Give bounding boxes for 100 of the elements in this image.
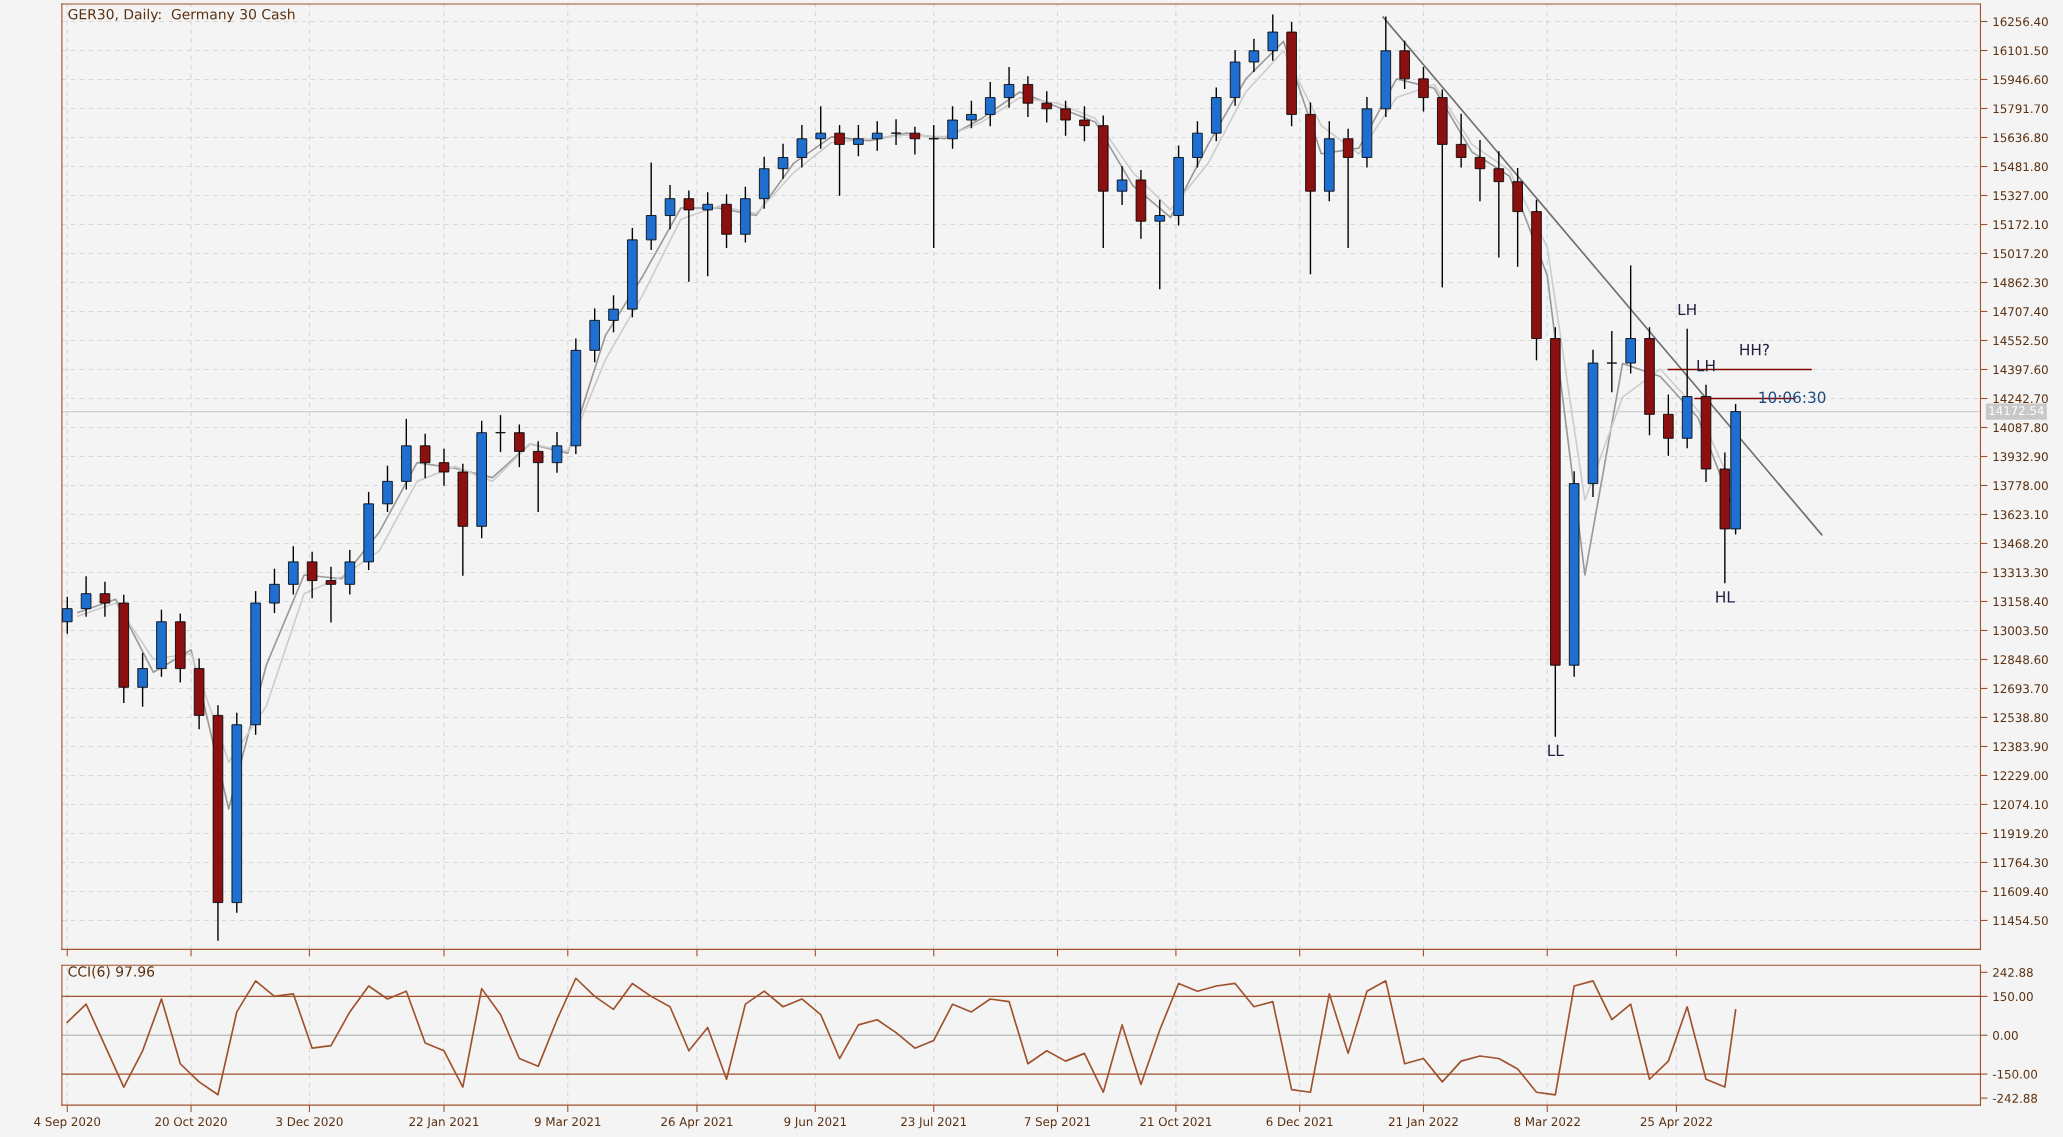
candlestick bbox=[664, 184, 676, 230]
y-tick-label: 150.00 bbox=[1993, 992, 2033, 1002]
y-tick-label: -242.88 bbox=[1992, 1093, 2038, 1103]
x-tick-label: 21 Oct 2021 bbox=[1140, 1117, 1212, 1127]
y-tick-label: 15946.60 bbox=[1993, 75, 2048, 85]
y-tick-label: 11919.20 bbox=[1993, 829, 2048, 839]
candlestick bbox=[1079, 106, 1090, 142]
annotation: LH bbox=[1678, 303, 1696, 316]
candlestick bbox=[1248, 38, 1260, 73]
candlestick bbox=[1154, 199, 1166, 290]
x-tick-label: 25 Apr 2022 bbox=[1640, 1117, 1712, 1129]
x-tick-label: 4 Sep 2020 bbox=[34, 1117, 101, 1129]
y-tick-label: 14707.40 bbox=[1993, 307, 2048, 317]
y-tick-label: 15636.80 bbox=[1993, 133, 2048, 143]
candlestick bbox=[853, 124, 864, 157]
candlestick bbox=[1663, 394, 1674, 456]
candlestick bbox=[306, 551, 318, 599]
candlestick bbox=[871, 121, 883, 151]
candlestick bbox=[608, 295, 619, 333]
annotation: HH? bbox=[1740, 343, 1769, 356]
chart-title: CCI(6) 97.96 bbox=[68, 966, 155, 979]
y-tick-label: 15327.00 bbox=[1993, 191, 2048, 201]
candlestick bbox=[947, 106, 958, 149]
annotation: HL bbox=[1716, 591, 1735, 603]
y-tick-label: 15017.20 bbox=[1993, 249, 2048, 259]
annotation: LL bbox=[1548, 744, 1564, 756]
y-tick-label: 13003.50 bbox=[1993, 626, 2048, 636]
candlestick bbox=[702, 192, 713, 277]
candlestick bbox=[1267, 14, 1279, 61]
y-tick-label: 11764.30 bbox=[1993, 858, 2048, 868]
candlestick bbox=[62, 596, 73, 634]
y-tick-label: -150.00 bbox=[1992, 1069, 2038, 1079]
candlestick bbox=[1455, 113, 1467, 168]
candlestick bbox=[269, 568, 280, 614]
y-tick-label: 242.88 bbox=[1993, 968, 2033, 977]
candlestick bbox=[815, 106, 826, 149]
candlestick bbox=[438, 448, 450, 486]
candlestick bbox=[495, 415, 506, 453]
candlestick bbox=[909, 126, 921, 155]
x-tick-label: 21 Jan 2022 bbox=[1388, 1117, 1458, 1129]
candlestick bbox=[1606, 330, 1618, 393]
y-tick-label: 12074.10 bbox=[1993, 800, 2048, 810]
y-tick-label: 13623.10 bbox=[1993, 510, 2048, 520]
y-tick-label: 14397.60 bbox=[1993, 365, 2048, 375]
y-tick-label: 12693.70 bbox=[1993, 684, 2048, 694]
candlestick bbox=[514, 424, 525, 468]
y-tick-label: 12383.90 bbox=[1993, 742, 2048, 752]
y-tick-label: 14862.30 bbox=[1993, 278, 2048, 288]
annotation: LH bbox=[1697, 360, 1715, 372]
candlestick bbox=[1022, 76, 1034, 118]
chart-title: GER30, Daily: Germany 30 Cash bbox=[68, 8, 295, 23]
candlestick bbox=[344, 549, 356, 595]
x-tick-label: 6 Dec 2021 bbox=[1266, 1117, 1333, 1127]
y-tick-label: 16101.50 bbox=[1993, 46, 2048, 56]
candlestick bbox=[1493, 151, 1505, 258]
y-tick-label: 15791.70 bbox=[1993, 104, 2048, 114]
x-tick-label: 9 Jun 2021 bbox=[784, 1117, 846, 1129]
y-tick-label: 12538.80 bbox=[1993, 713, 2048, 723]
x-tick-label: 20 Oct 2020 bbox=[155, 1117, 227, 1127]
candlestick bbox=[419, 433, 431, 479]
y-tick-label: 11454.50 bbox=[1993, 916, 2048, 926]
y-tick-label: 14242.70 bbox=[1993, 394, 2048, 404]
y-tick-label: 15481.80 bbox=[1993, 162, 2048, 172]
candlestick bbox=[984, 81, 996, 127]
candlestick bbox=[288, 546, 299, 595]
y-tick-label: 15172.10 bbox=[1993, 220, 2048, 230]
x-tick-label: 8 Mar 2022 bbox=[1514, 1117, 1580, 1127]
y-tick-label: 0.00 bbox=[1993, 1030, 2018, 1040]
x-tick-label: 3 Dec 2020 bbox=[276, 1117, 343, 1127]
candlestick bbox=[966, 100, 977, 129]
candlestick bbox=[928, 124, 939, 249]
x-tick-label: 9 Mar 2021 bbox=[534, 1117, 601, 1127]
candlestick bbox=[1342, 128, 1354, 249]
y-tick-label: 16256.40 bbox=[1993, 17, 2048, 27]
candlestick bbox=[80, 576, 92, 617]
y-tick-label: 13468.20 bbox=[1993, 539, 2048, 549]
y-tick-label: 11609.40 bbox=[1993, 887, 2048, 897]
y-tick-label: 13778.00 bbox=[1993, 481, 2048, 491]
x-tick-label: 22 Jan 2021 bbox=[409, 1117, 479, 1129]
x-tick-label: 23 Jul 2021 bbox=[901, 1116, 967, 1129]
candlestick bbox=[1418, 66, 1429, 112]
candlestick bbox=[1003, 66, 1015, 108]
candlestick bbox=[551, 431, 563, 473]
y-tick-label: 13932.90 bbox=[1993, 452, 2048, 462]
y-tick-label: 14087.80 bbox=[1993, 423, 2048, 433]
candlestick bbox=[683, 190, 695, 282]
candlestick bbox=[382, 465, 393, 513]
candlestick bbox=[137, 652, 148, 707]
candlestick bbox=[834, 124, 845, 196]
candlestick bbox=[777, 143, 789, 179]
x-tick-label: 7 Sep 2021 bbox=[1024, 1117, 1091, 1129]
candlestick bbox=[1060, 100, 1071, 136]
annotation: 10:06:30 bbox=[1759, 391, 1826, 404]
candlestick bbox=[890, 119, 902, 146]
y-tick-label: 14552.50 bbox=[1993, 336, 2048, 346]
candlestick bbox=[1116, 166, 1128, 205]
y-tick-label: 12229.00 bbox=[1993, 771, 2048, 781]
candlestick bbox=[796, 124, 808, 168]
candlestick bbox=[1041, 91, 1053, 123]
candlestick bbox=[1474, 139, 1486, 202]
